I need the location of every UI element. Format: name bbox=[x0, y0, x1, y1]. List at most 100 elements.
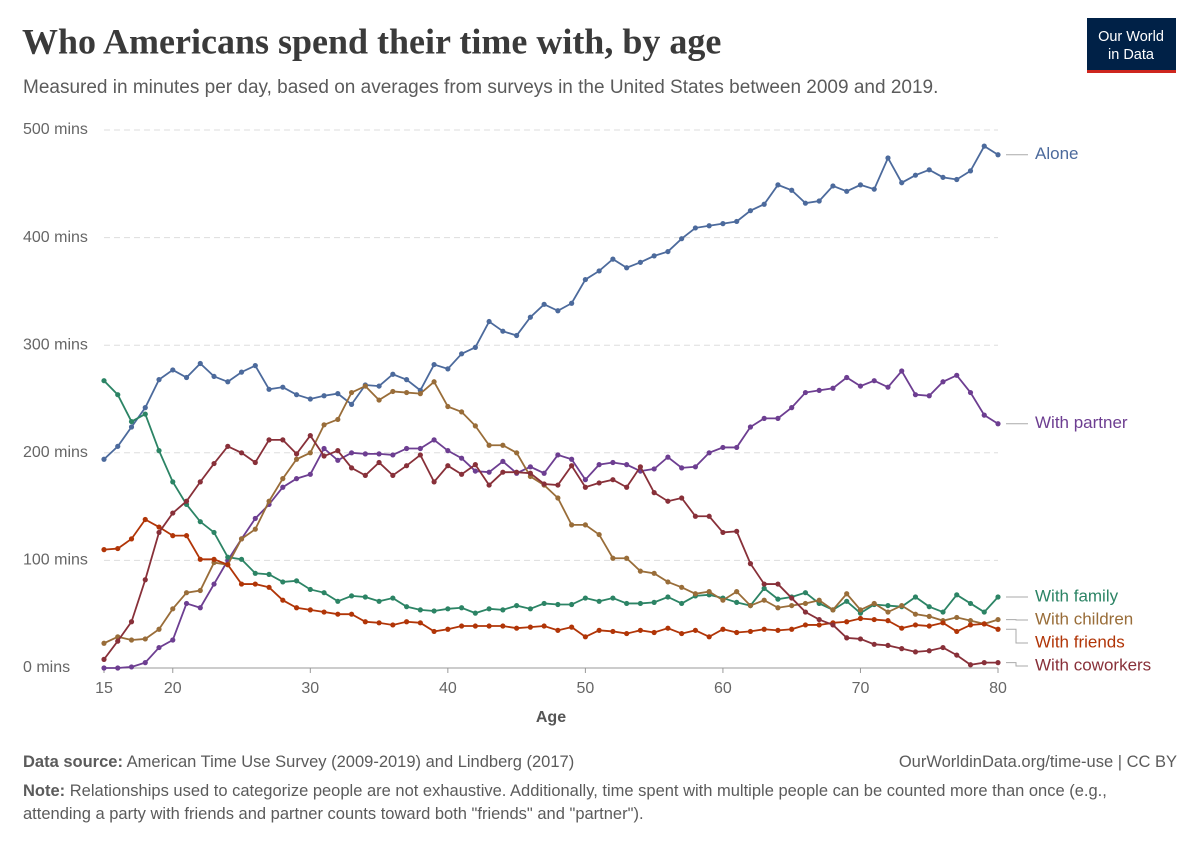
data-point bbox=[761, 597, 767, 603]
data-point bbox=[156, 524, 162, 530]
data-point bbox=[197, 519, 203, 525]
series-line bbox=[103, 434, 998, 666]
data-point bbox=[830, 622, 836, 628]
x-tick-label: 70 bbox=[852, 680, 870, 697]
data-point bbox=[885, 384, 891, 390]
data-point bbox=[348, 401, 355, 407]
data-point bbox=[912, 392, 919, 398]
data-point bbox=[142, 577, 148, 583]
data-point bbox=[995, 660, 1001, 666]
data-point bbox=[665, 454, 671, 460]
data-point bbox=[266, 498, 272, 504]
data-point bbox=[706, 450, 712, 456]
data-point bbox=[170, 606, 176, 612]
data-point bbox=[761, 626, 767, 632]
data-point bbox=[665, 579, 671, 585]
data-point bbox=[679, 600, 685, 607]
data-point bbox=[225, 554, 231, 560]
data-point bbox=[610, 256, 616, 262]
data-point bbox=[995, 152, 1001, 158]
data-point bbox=[844, 374, 850, 381]
data-point bbox=[115, 443, 121, 449]
series-label: With friends bbox=[1035, 632, 1125, 651]
data-point bbox=[816, 597, 822, 603]
data-point bbox=[500, 607, 506, 613]
data-point bbox=[445, 366, 451, 372]
data-point bbox=[472, 423, 478, 429]
note-text: Relationships used to categorize people … bbox=[23, 782, 1107, 823]
data-point bbox=[197, 360, 203, 367]
data-point bbox=[252, 526, 258, 532]
data-point bbox=[142, 660, 148, 666]
data-point bbox=[596, 462, 602, 468]
data-point bbox=[582, 484, 588, 490]
data-point bbox=[280, 384, 286, 390]
data-point bbox=[252, 363, 258, 369]
data-point bbox=[954, 652, 960, 658]
data-point bbox=[789, 626, 795, 632]
data-point bbox=[527, 464, 533, 470]
data-point bbox=[335, 391, 341, 397]
data-point bbox=[981, 143, 987, 149]
data-point bbox=[362, 472, 368, 478]
data-point bbox=[417, 391, 423, 397]
data-point bbox=[376, 451, 382, 457]
data-point bbox=[472, 623, 478, 629]
data-point bbox=[816, 387, 822, 393]
data-point bbox=[348, 465, 355, 471]
data-point bbox=[376, 383, 382, 389]
data-point bbox=[307, 396, 313, 402]
data-point bbox=[747, 561, 754, 567]
data-point bbox=[142, 405, 148, 411]
data-point bbox=[293, 456, 300, 462]
data-point bbox=[885, 642, 891, 649]
data-point bbox=[899, 368, 905, 374]
data-point bbox=[885, 155, 891, 161]
series-line bbox=[104, 369, 999, 669]
data-point bbox=[541, 301, 547, 307]
data-point bbox=[527, 606, 533, 612]
series-line bbox=[103, 380, 999, 615]
data-point bbox=[734, 589, 740, 595]
data-point bbox=[197, 556, 203, 562]
data-point bbox=[431, 437, 437, 443]
data-point bbox=[390, 595, 396, 601]
data-point bbox=[211, 373, 217, 380]
y-tick-label: 200 mins bbox=[23, 444, 88, 461]
data-point bbox=[885, 618, 891, 624]
data-point bbox=[390, 371, 396, 377]
data-point bbox=[582, 522, 588, 528]
x-tick-label: 15 bbox=[95, 680, 113, 697]
data-point bbox=[734, 528, 740, 534]
data-point bbox=[211, 556, 217, 562]
data-point bbox=[857, 383, 864, 389]
data-point bbox=[926, 648, 932, 654]
data-point bbox=[486, 482, 492, 488]
data-point bbox=[514, 469, 520, 475]
data-point bbox=[885, 609, 891, 615]
data-point bbox=[321, 422, 327, 428]
data-point bbox=[775, 581, 781, 587]
data-point bbox=[486, 318, 492, 325]
data-point bbox=[940, 174, 946, 180]
source-text: American Time Use Survey (2009-2019) and… bbox=[126, 753, 575, 771]
data-point bbox=[156, 377, 162, 383]
data-point bbox=[940, 644, 946, 651]
data-point bbox=[472, 610, 478, 616]
data-point bbox=[582, 595, 588, 601]
data-point bbox=[362, 383, 368, 389]
url: OurWorldinData.org/time-use | CC BY bbox=[898, 753, 1177, 771]
data-point bbox=[981, 660, 987, 666]
data-point bbox=[280, 484, 286, 490]
data-point bbox=[142, 516, 148, 523]
data-point bbox=[197, 605, 203, 611]
note-label: Note: bbox=[23, 782, 66, 800]
data-point bbox=[679, 495, 685, 501]
data-point bbox=[348, 450, 355, 456]
data-point bbox=[293, 578, 300, 584]
data-point bbox=[981, 621, 987, 627]
data-point bbox=[293, 476, 300, 482]
x-tick-label: 60 bbox=[714, 680, 732, 697]
data-point bbox=[335, 611, 341, 617]
data-point bbox=[183, 600, 190, 607]
